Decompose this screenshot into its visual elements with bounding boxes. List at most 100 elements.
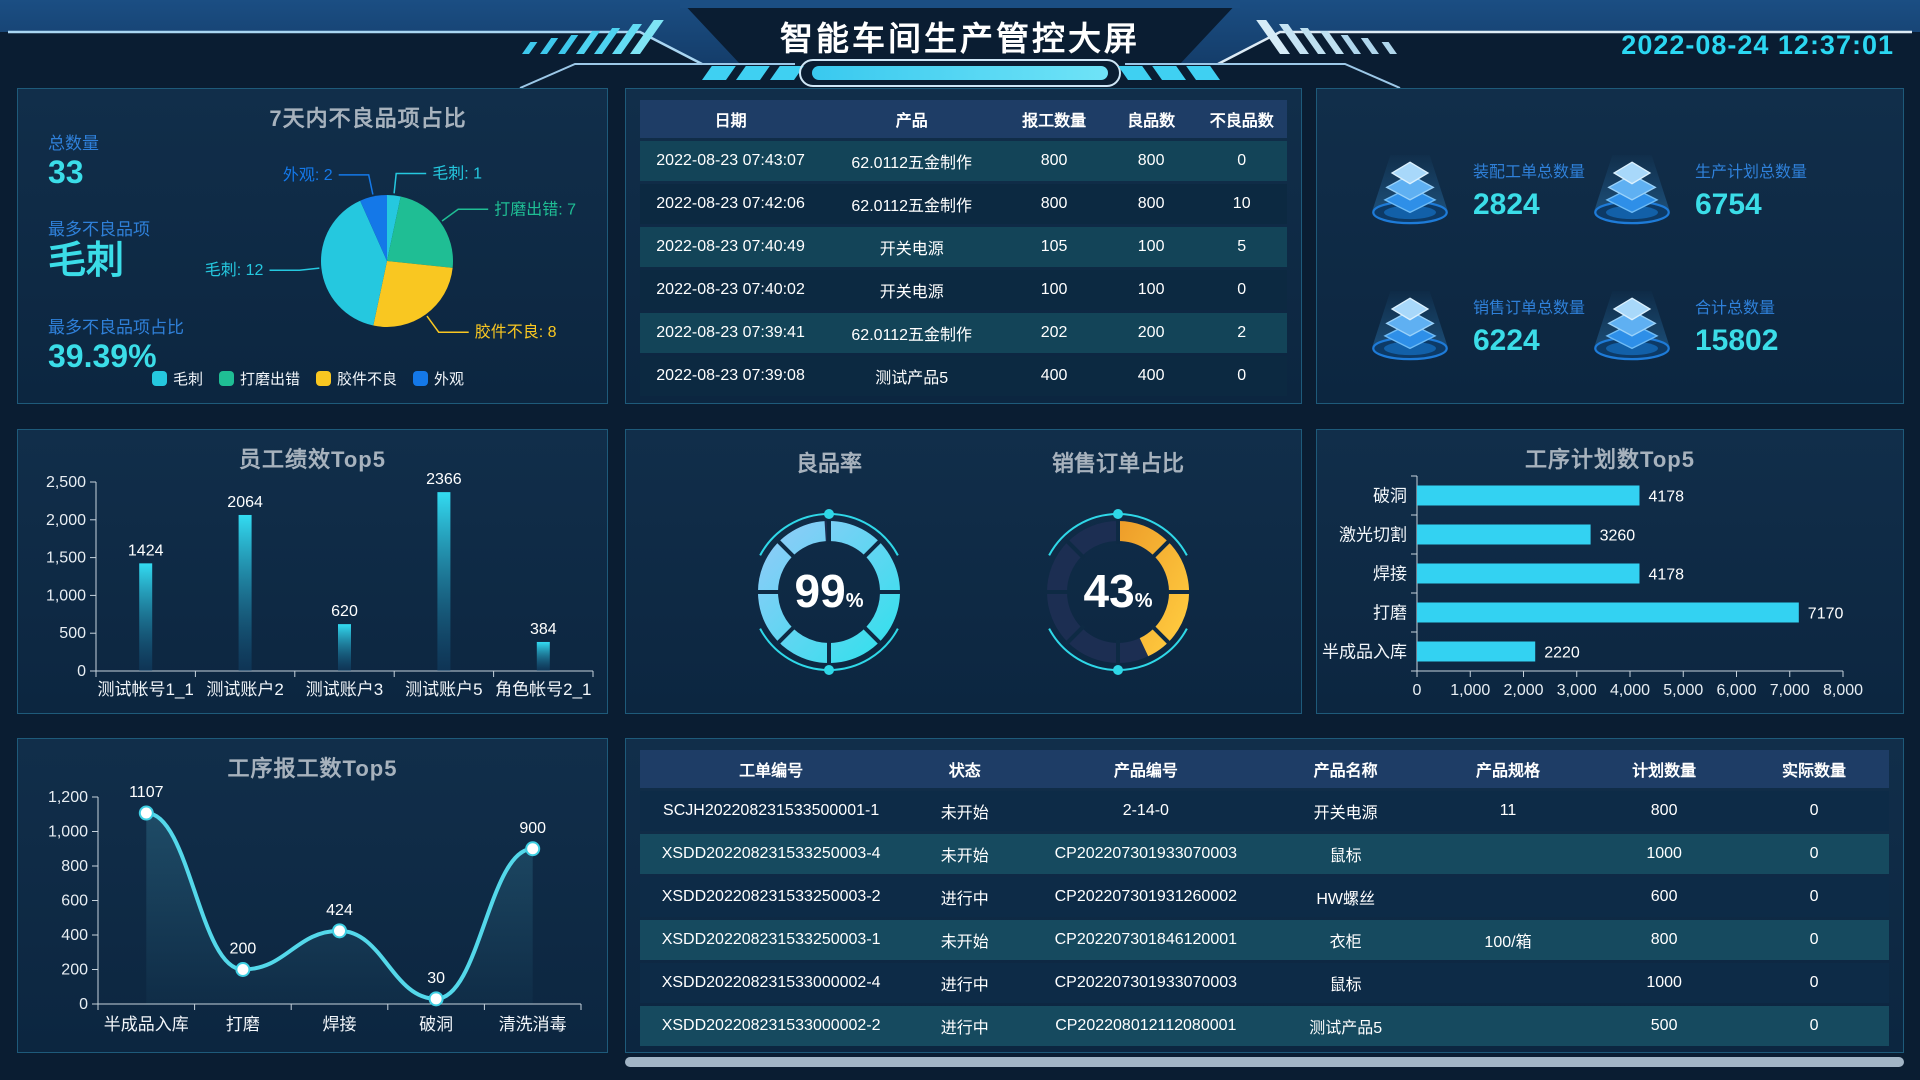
svg-text:800: 800 — [61, 858, 88, 875]
svg-text:测试账户5: 测试账户5 — [405, 680, 482, 699]
cell — [1426, 834, 1590, 874]
svg-text:5,000: 5,000 — [1663, 682, 1703, 699]
svg-text:角色帐号2_1: 角色帐号2_1 — [495, 680, 591, 699]
cell: 400 — [1105, 356, 1197, 396]
cell: 0 — [1739, 1006, 1889, 1046]
table-row: 2022-08-23 07:42:06 62.0112五金制作 800 800 10 — [640, 184, 1287, 224]
table-row: XSDD202208231533000002-2 进行中 CP20220801211… — [640, 1006, 1889, 1046]
stat-label: 最多不良品项 — [48, 220, 150, 239]
cell: 进行中 — [902, 877, 1028, 917]
svg-text:0: 0 — [77, 663, 86, 680]
svg-text:7,000: 7,000 — [1770, 682, 1810, 699]
svg-text:焊接: 焊接 — [323, 1015, 357, 1034]
svg-text:1,500: 1,500 — [46, 550, 86, 567]
cell: 开关电源 — [821, 270, 1003, 310]
cell: 2022-08-23 07:40:49 — [640, 227, 822, 267]
table-header-row: 日期 产品 报工数量 良品数 不良品数 — [640, 100, 1287, 138]
column-header: 产品编号 — [1027, 750, 1265, 788]
cell: 0 — [1196, 270, 1287, 310]
svg-text:6,000: 6,000 — [1716, 682, 1756, 699]
cell: 105 — [1002, 227, 1106, 267]
cell: 2022-08-23 07:39:41 — [640, 313, 822, 353]
stat-card-value: 2824 — [1473, 188, 1540, 221]
cell: 进行中 — [902, 963, 1028, 1003]
table-row: 2022-08-23 07:43:07 62.0112五金制作 800 800 0 — [640, 141, 1287, 181]
cell: CP202207301846120001 — [1027, 920, 1265, 960]
legend-swatch-icon — [413, 371, 429, 386]
table-row: XSDD202208231533000002-4 进行中 CP20220730193… — [640, 963, 1889, 1003]
employee-bar-chart: 0 500 1,000 1,500 2,000 2,500 1424 测试帐号1_1 2064 测… — [46, 471, 594, 699]
svg-text:半成品入库: 半成品入库 — [104, 1015, 189, 1034]
svg-text:424: 424 — [326, 902, 353, 919]
column-header: 产品规格 — [1426, 750, 1590, 788]
report-table-panel: 日期 产品 报工数量 良品数 不良品数 2022-08-23 07:43:07 62.011… — [625, 88, 1302, 404]
horizontal-scrollbar[interactable] — [625, 1057, 1904, 1067]
legend-item: 胶件不良 — [316, 368, 397, 389]
cell: 进行中 — [902, 1006, 1028, 1046]
stack-icon — [1367, 151, 1453, 229]
column-header: 计划数量 — [1589, 750, 1740, 788]
table-row: 2022-08-23 07:40:02 开关电源 100 100 0 — [640, 270, 1287, 310]
defect-ratio-panel: 7天内不良品项占比 总数量 33 最多不良品项 毛刺 最多不良品项占比 39.3… — [17, 88, 608, 404]
cell: 0 — [1739, 834, 1889, 874]
stat-card-label: 装配工单总数量 — [1473, 164, 1586, 181]
cell: SCJH202208231533500001-1 — [640, 791, 903, 831]
svg-text:500: 500 — [59, 625, 86, 642]
cell: 800 — [1105, 184, 1197, 224]
process-plan-title: 工序计划数Top5 — [1525, 447, 1695, 472]
cell: 100 — [1002, 270, 1106, 310]
stat-label: 总数量 — [48, 134, 99, 153]
svg-text:30: 30 — [427, 970, 445, 987]
svg-text:200: 200 — [61, 962, 88, 979]
stat-card-total: 合计总数量 15802 — [1589, 287, 1778, 365]
defect-pie-title: 7天内不良品项占比 — [269, 106, 467, 131]
header-slashes-right — [1256, 20, 1397, 54]
legend-label: 胶件不良 — [337, 371, 398, 388]
order-stats-panel: 装配工单总数量 2824 生产计划总数量 6754 销售订单总数量 6224 合… — [1316, 88, 1904, 404]
cell: 衣柜 — [1264, 920, 1427, 960]
table-row: XSDD202208231533250003-4 未开始 CP20220730193… — [640, 834, 1889, 874]
column-header: 产品 — [821, 100, 1003, 138]
stat-value: 毛刺 — [48, 240, 125, 282]
column-header: 良品数 — [1105, 100, 1197, 138]
header-bottom-segments — [702, 59, 1220, 87]
header-decoration — [0, 0, 1920, 88]
cell: 未开始 — [902, 834, 1028, 874]
cell: 800 — [1002, 184, 1106, 224]
svg-text:620: 620 — [331, 603, 358, 620]
legend-item: 外观 — [413, 368, 464, 389]
legend-swatch-icon — [316, 371, 331, 386]
stat-card-value: 6754 — [1695, 188, 1762, 221]
cell: HW螺丝 — [1264, 877, 1427, 917]
cell: 2-14-0 — [1027, 791, 1265, 831]
svg-text:测试账户3: 测试账户3 — [306, 680, 383, 699]
cell: 100 — [1105, 227, 1197, 267]
table-header-row: 工单编号 状态 产品编号 产品名称 产品规格 计划数量 实际数量 — [640, 750, 1889, 788]
stat-card-label: 销售订单总数量 — [1473, 300, 1586, 317]
table-row: 2022-08-23 07:40:49 开关电源 105 100 5 — [640, 227, 1287, 267]
svg-text:1,000: 1,000 — [48, 824, 88, 841]
gauges-panel: 良品率 销售订单占比 99% 43% — [625, 429, 1302, 714]
svg-text:43%: 43% — [1084, 565, 1153, 617]
cell: XSDD202208231533250003-4 — [640, 834, 903, 874]
cell: 62.0112五金制作 — [821, 184, 1003, 224]
svg-text:2,500: 2,500 — [46, 474, 86, 491]
report-table-wrap: 日期 产品 报工数量 良品数 不良品数 2022-08-23 07:43:07 62.011… — [626, 89, 1301, 403]
svg-text:1,000: 1,000 — [1450, 682, 1490, 699]
svg-text:2,000: 2,000 — [1503, 682, 1543, 699]
table-row: 2022-08-23 07:39:41 62.0112五金制作 202 200 2 — [640, 313, 1287, 353]
svg-text:胶件不良: 8: 胶件不良: 8 — [475, 323, 557, 341]
cell: 100 — [1105, 270, 1197, 310]
cell: XSDD202208231533000002-4 — [640, 963, 903, 1003]
cell: 鼠标 — [1264, 834, 1427, 874]
order-table-wrap: 工单编号 状态 产品编号 产品名称 产品规格 计划数量 实际数量 SCJH2022082315… — [626, 739, 1903, 1052]
svg-text:测试账户2: 测试账户2 — [206, 680, 283, 699]
svg-text:4,000: 4,000 — [1610, 682, 1650, 699]
top-defect-stat: 最多不良品项 毛刺 — [48, 215, 150, 284]
cell: 10 — [1196, 184, 1287, 224]
stat-card-sales-orders: 销售订单总数量 6224 — [1367, 287, 1585, 365]
process-plan-hbar-chart: 0 1,000 2,000 3,000 4,000 5,000 6,000 7,000 8,00… — [1322, 475, 1863, 699]
svg-text:2366: 2366 — [426, 471, 462, 488]
cell: 600 — [1589, 877, 1740, 917]
gauges-chart: 99% 43% — [755, 509, 1192, 675]
